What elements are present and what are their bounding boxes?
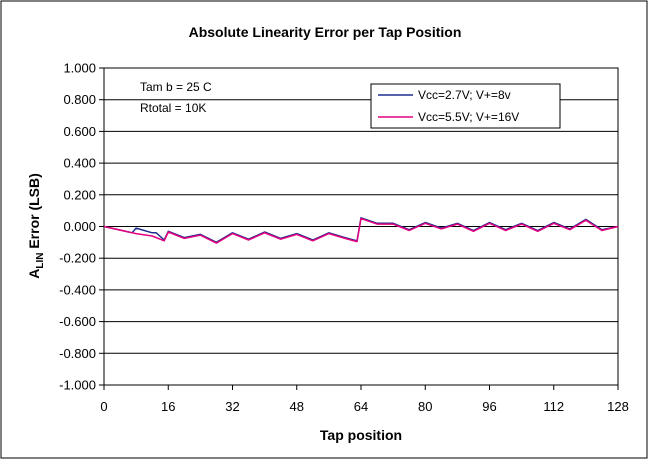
x-tick-label: 32 xyxy=(225,399,239,414)
y-axis-title: ALIN Error (LSB) xyxy=(26,173,46,279)
series-lines xyxy=(103,217,619,244)
y-tick-label: 0.600 xyxy=(63,124,96,139)
annotation-temp: Tam b = 25 C xyxy=(140,80,212,94)
legend-box xyxy=(370,83,561,129)
y-tick-label: 1.000 xyxy=(63,61,96,76)
y-tick-label: -0.800 xyxy=(59,346,96,361)
y-tick-label: 0.800 xyxy=(63,92,96,107)
legend: Vcc=2.7V; V+=8v Vcc=5.5V; V+=16V xyxy=(370,83,561,129)
chart-title: Absolute Linearity Error per Tap Positio… xyxy=(189,24,462,40)
x-tick-label: 64 xyxy=(354,399,368,414)
x-tick-label: 16 xyxy=(161,399,175,414)
x-tick-label: 80 xyxy=(418,399,432,414)
y-axis-title-rest: Error (LSB) xyxy=(26,173,42,252)
y-axis: 1.000 0.800 0.600 0.400 0.200 0.000 -0.200 -0.4… xyxy=(59,61,104,393)
y-axis-title-main: A xyxy=(26,269,42,279)
y-tick-label: 0.400 xyxy=(63,156,96,171)
y-tick-label: 0.200 xyxy=(63,187,96,202)
gridlines xyxy=(104,99,618,354)
y-tick-label: 0.000 xyxy=(63,219,96,234)
y-tick-label: -0.600 xyxy=(59,314,96,329)
y-tick-label: -1.000 xyxy=(59,378,96,393)
series-line-1 xyxy=(103,217,619,244)
y-tick-label: -0.200 xyxy=(59,251,96,266)
x-tick-label: 48 xyxy=(290,399,304,414)
annotation-rtotal: Rtotal = 10K xyxy=(140,101,206,115)
x-axis: 0 16 32 48 64 80 96 112 128 xyxy=(100,385,629,414)
legend-label-vcc55: Vcc=5.5V; V+=16V xyxy=(418,110,519,124)
y-axis-title-sub: LIN xyxy=(35,253,46,269)
x-axis-title: Tap position xyxy=(320,427,402,443)
x-tick-label: 128 xyxy=(607,399,629,414)
x-tick-label: 0 xyxy=(100,399,107,414)
x-tick-label: 96 xyxy=(482,399,496,414)
x-tick-label: 112 xyxy=(543,399,564,414)
y-tick-label: -0.400 xyxy=(59,282,96,297)
legend-label-vcc27: Vcc=2.7V; V+=8v xyxy=(418,88,511,102)
